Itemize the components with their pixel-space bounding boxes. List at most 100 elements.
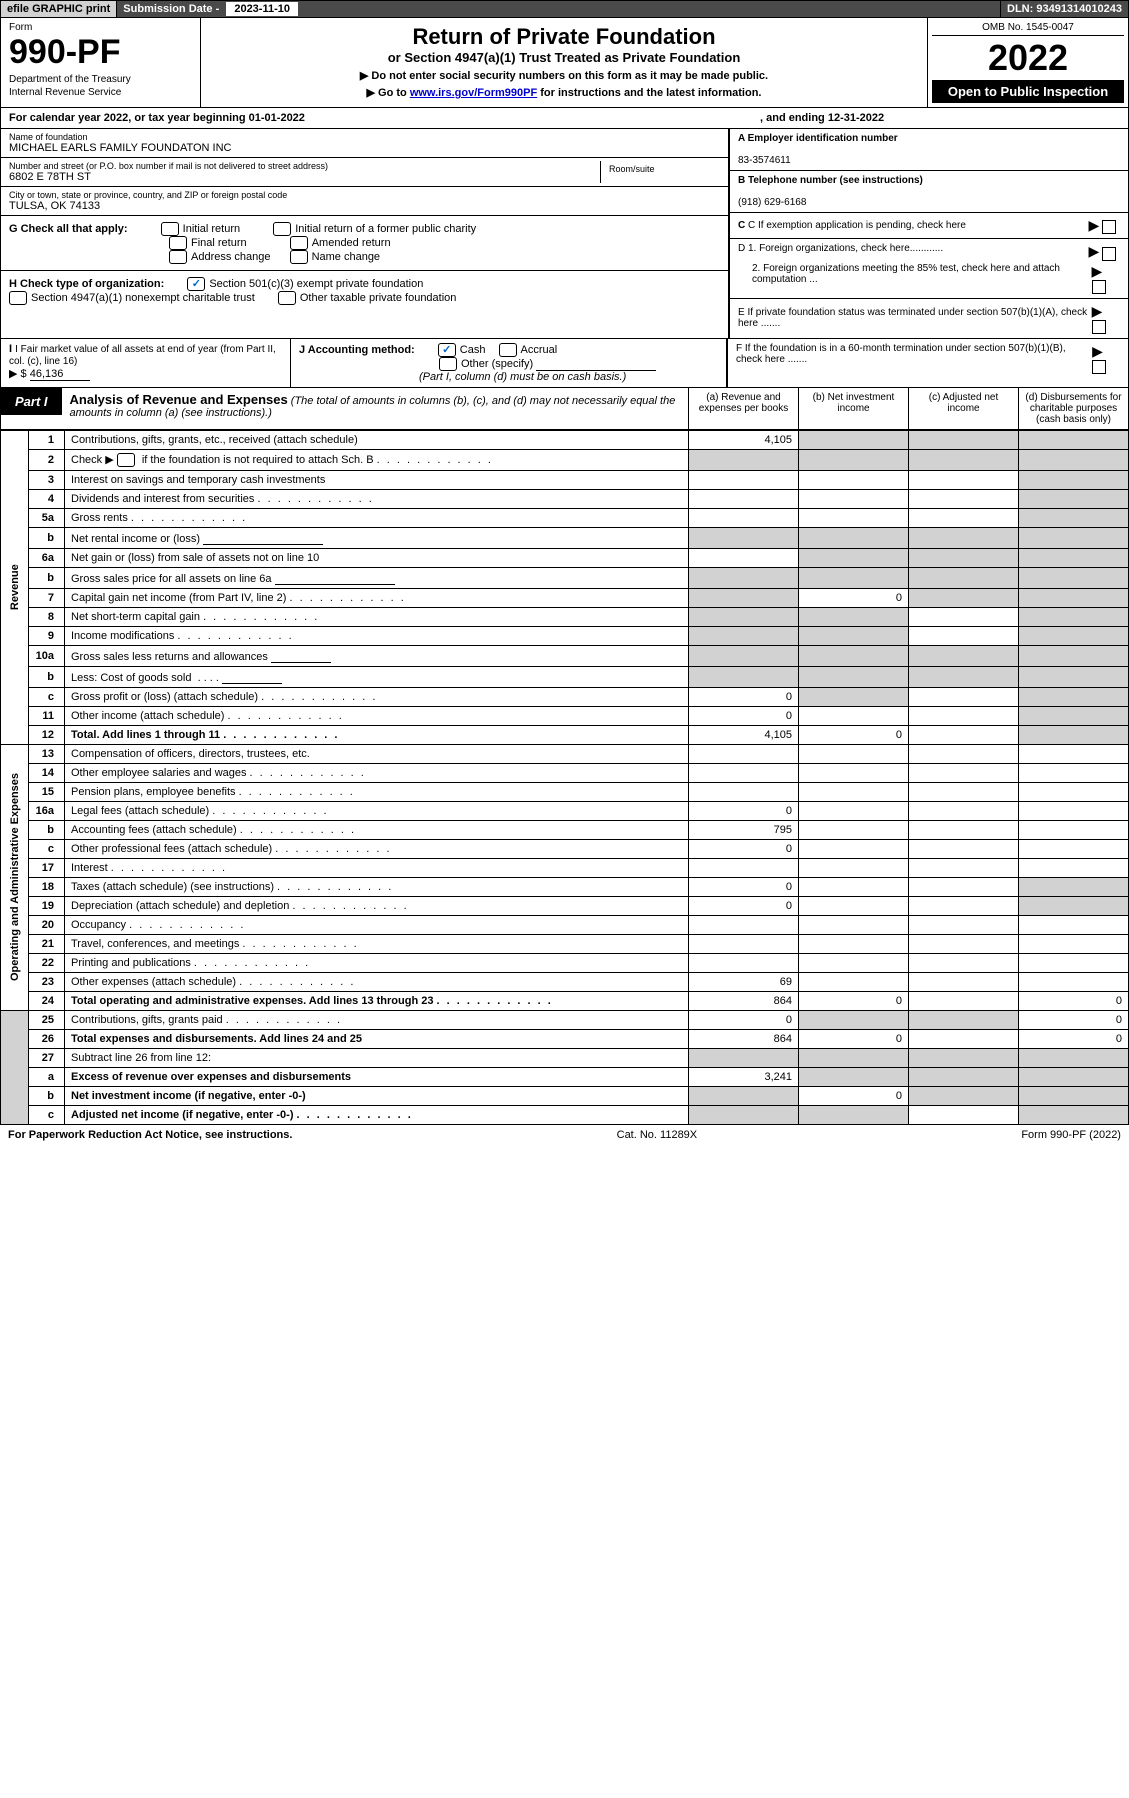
schb-checkbox[interactable]	[117, 453, 135, 467]
row-13: Compensation of officers, directors, tru…	[65, 744, 689, 763]
i-label: I Fair market value of all assets at end…	[9, 344, 276, 367]
form-label: Form	[9, 22, 192, 33]
row-25: Contributions, gifts, grants paid	[65, 1010, 689, 1029]
street-address: 6802 E 78TH ST	[9, 171, 600, 183]
d2-checkbox[interactable]	[1092, 280, 1106, 294]
part1-title: Analysis of Revenue and Expenses	[70, 392, 288, 407]
sub-date-value: 2023-11-10	[226, 2, 298, 16]
efile-print[interactable]: efile GRAPHIC print	[1, 1, 117, 17]
row-19: Depreciation (attach schedule) and deple…	[65, 896, 689, 915]
g-check-row: G Check all that apply: Initial return I…	[1, 216, 728, 271]
r7-b: 0	[799, 588, 909, 607]
calendar-year-row: For calendar year 2022, or tax year begi…	[0, 108, 1129, 129]
revenue-side-label: Revenue	[1, 430, 29, 744]
g-amended: Amended return	[312, 237, 391, 249]
r26-a: 864	[689, 1029, 799, 1048]
d1-checkbox[interactable]	[1102, 247, 1116, 261]
part1-header: Part I Analysis of Revenue and Expenses …	[0, 388, 1129, 430]
row-22: Printing and publications	[65, 953, 689, 972]
name-label: Name of foundation	[9, 132, 720, 142]
instr-link: ▶ Go to www.irs.gov/Form990PF for instru…	[207, 86, 921, 99]
form-title: Return of Private Foundation	[207, 24, 921, 50]
foundation-name: MICHAEL EARLS FAMILY FOUNDATON INC	[9, 142, 720, 154]
row-6b: Gross sales price for all assets on line…	[65, 567, 689, 588]
r24-d: 0	[1019, 991, 1129, 1010]
g-initial-former: Initial return of a former public charit…	[295, 223, 476, 235]
r16b-a: 795	[689, 820, 799, 839]
d2-label: 2. Foreign organizations meeting the 85%…	[738, 263, 1092, 294]
amended-return-checkbox[interactable]	[290, 236, 308, 250]
row-16c: Other professional fees (attach schedule…	[65, 839, 689, 858]
row-10a: Gross sales less returns and allowances	[65, 645, 689, 666]
cal-end: , and ending 12-31-2022	[760, 112, 1120, 124]
r25-d: 0	[1019, 1010, 1129, 1029]
row-9: Income modifications	[65, 626, 689, 645]
ijf-row: I I Fair market value of all assets at e…	[0, 339, 1129, 388]
row-2: Check ▶ if the foundation is not require…	[65, 449, 689, 470]
h-501: Section 501(c)(3) exempt private foundat…	[209, 278, 423, 290]
col-b-header: (b) Net investment income	[798, 388, 908, 429]
row-12: Total. Add lines 1 through 11	[65, 725, 689, 744]
row-6a: Net gain or (loss) from sale of assets n…	[65, 548, 689, 567]
row-17: Interest	[65, 858, 689, 877]
irs-link[interactable]: www.irs.gov/Form990PF	[410, 87, 537, 99]
col-a-header: (a) Revenue and expenses per books	[688, 388, 798, 429]
g-addr: Address change	[191, 251, 271, 263]
top-bar: efile GRAPHIC print Submission Date - 20…	[0, 0, 1129, 18]
r16a-a: 0	[689, 801, 799, 820]
omb-number: OMB No. 1545-0047	[932, 22, 1124, 36]
r12-a: 4,105	[689, 725, 799, 744]
phone-label: B Telephone number (see instructions)	[738, 175, 923, 186]
h-check-row: H Check type of organization: Section 50…	[1, 271, 728, 311]
instr-pre: ▶ Go to	[367, 87, 410, 99]
4947-checkbox[interactable]	[9, 291, 27, 305]
row-10b: Less: Cost of goods sold . . . .	[65, 666, 689, 687]
row-27: Subtract line 26 from line 12:	[65, 1048, 689, 1067]
e-label: E If private foundation status was termi…	[738, 307, 1092, 329]
address-change-checkbox[interactable]	[169, 250, 187, 264]
footer-right: Form 990-PF (2022)	[1021, 1129, 1121, 1141]
r12-b: 0	[799, 725, 909, 744]
501c3-checkbox[interactable]	[187, 277, 205, 291]
dept-treasury: Department of the Treasury	[9, 74, 192, 85]
initial-former-checkbox[interactable]	[273, 222, 291, 236]
g-initial: Initial return	[183, 223, 240, 235]
other-taxable-checkbox[interactable]	[278, 291, 296, 305]
g-label: G Check all that apply:	[9, 223, 128, 235]
cash-checkbox[interactable]	[438, 343, 456, 357]
instr-post: for instructions and the latest informat…	[537, 87, 761, 99]
e-checkbox[interactable]	[1092, 320, 1106, 334]
row-5a: Gross rents	[65, 508, 689, 527]
city-label: City or town, state or province, country…	[9, 190, 720, 200]
name-change-checkbox[interactable]	[290, 250, 308, 264]
r25-a: 0	[689, 1010, 799, 1029]
row-4: Dividends and interest from securities	[65, 489, 689, 508]
j-accrual: Accrual	[521, 344, 558, 356]
r11-a: 0	[689, 706, 799, 725]
expenses-side-label: Operating and Administrative Expenses	[1, 744, 29, 1010]
row-15: Pension plans, employee benefits	[65, 782, 689, 801]
part1-table: Revenue 1Contributions, gifts, grants, e…	[0, 430, 1129, 1125]
r24-b: 0	[799, 991, 909, 1010]
row-27b: Net investment income (if negative, ente…	[65, 1086, 689, 1105]
initial-return-checkbox[interactable]	[161, 222, 179, 236]
row-11: Other income (attach schedule)	[65, 706, 689, 725]
g-name: Name change	[312, 251, 381, 263]
sub-date-label: Submission Date -	[123, 3, 222, 15]
ein-label: A Employer identification number	[738, 133, 898, 144]
other-method-checkbox[interactable]	[439, 357, 457, 371]
r1-a: 4,105	[689, 430, 799, 449]
j-other: Other (specify)	[461, 358, 533, 370]
row-27a: Excess of revenue over expenses and disb…	[65, 1067, 689, 1086]
r27a-a: 3,241	[689, 1067, 799, 1086]
r19-a: 0	[689, 896, 799, 915]
part1-badge: Part I	[1, 388, 62, 415]
i-value: 46,136	[30, 368, 90, 381]
accrual-checkbox[interactable]	[499, 343, 517, 357]
c-checkbox[interactable]	[1102, 220, 1116, 234]
h-label: H Check type of organization:	[9, 278, 164, 290]
f-checkbox[interactable]	[1092, 360, 1106, 374]
identity-block: Name of foundation MICHAEL EARLS FAMILY …	[0, 129, 1129, 339]
final-return-checkbox[interactable]	[169, 236, 187, 250]
room-suite: Room/suite	[600, 161, 720, 183]
